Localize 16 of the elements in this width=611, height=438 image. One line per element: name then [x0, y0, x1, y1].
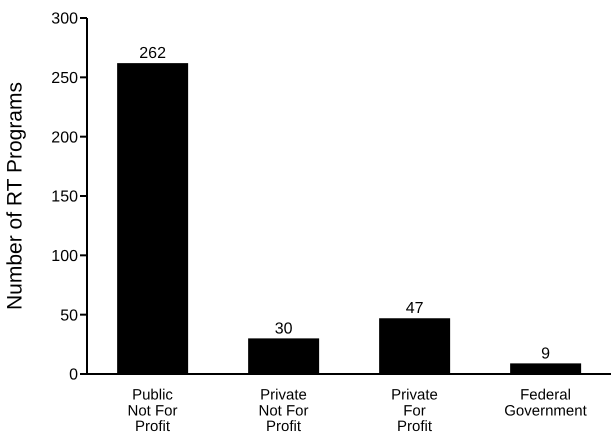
x-tick-label: Federal Government [504, 386, 588, 420]
x-tick-label: Private Not For Profit [258, 386, 309, 435]
x-tick-label: Private For Profit [391, 386, 438, 435]
y-tick-label: 300 [51, 10, 78, 28]
y-tick-label: 0 [69, 366, 78, 384]
y-tick-label: 100 [51, 248, 78, 266]
data-label: 9 [541, 345, 550, 362]
data-label: 262 [139, 45, 166, 62]
y-tick-label: 200 [51, 129, 78, 146]
data-label: 30 [274, 320, 293, 338]
x-tick-label: Public Not For Profit [127, 386, 178, 435]
y-tick-label: 150 [51, 188, 78, 206]
y-axis-title: Number of RT Programs [3, 82, 26, 310]
y-tick-label: 250 [51, 70, 78, 88]
data-label: 47 [406, 300, 424, 318]
y-tick-label: 50 [60, 307, 78, 324]
